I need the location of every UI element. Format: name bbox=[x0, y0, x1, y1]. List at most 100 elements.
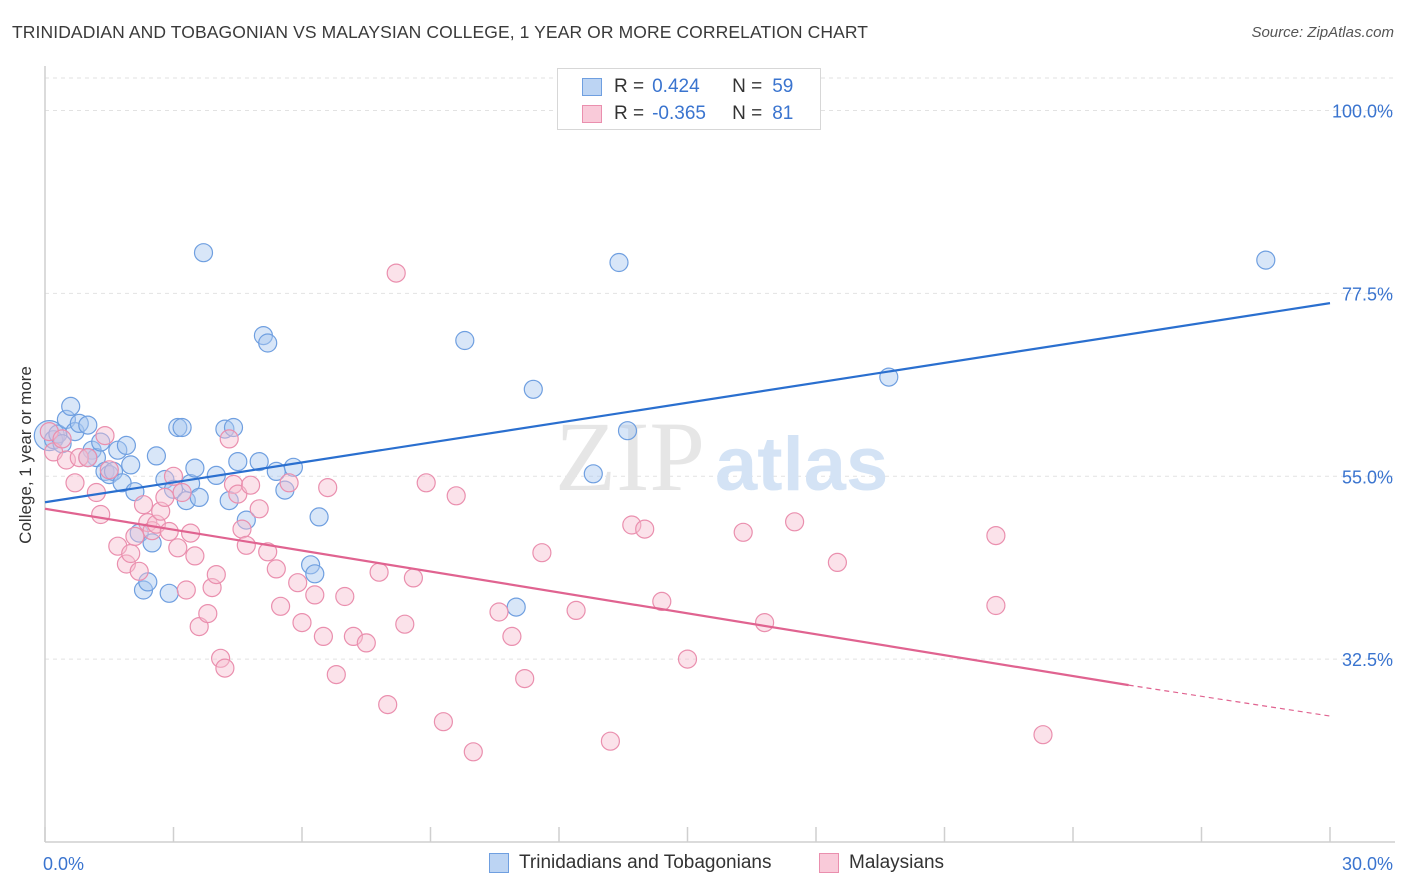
data-point bbox=[827, 552, 848, 573]
data-point bbox=[236, 535, 256, 555]
data-point bbox=[266, 559, 286, 579]
data-point bbox=[652, 591, 672, 612]
legend-n-label: N = bbox=[732, 103, 763, 124]
data-point bbox=[258, 542, 278, 562]
data-point bbox=[566, 600, 586, 621]
data-point bbox=[198, 603, 218, 624]
data-point bbox=[386, 263, 406, 283]
data-point bbox=[78, 415, 98, 435]
data-point bbox=[301, 555, 321, 575]
data-point bbox=[172, 417, 192, 438]
data-point bbox=[155, 487, 175, 507]
data-point bbox=[78, 448, 98, 468]
legend-row-trinidadians: R = 0.424 N = 59 bbox=[582, 74, 793, 100]
data-point bbox=[318, 478, 338, 498]
legend-swatch-pink bbox=[582, 105, 602, 123]
data-point bbox=[733, 522, 753, 542]
data-point bbox=[403, 568, 423, 588]
legend-r-value: -0.365 bbox=[652, 103, 706, 124]
trend-line-trinidadians bbox=[44, 302, 1331, 504]
legend-n-label: N = bbox=[732, 76, 763, 97]
data-point bbox=[455, 330, 475, 351]
data-point bbox=[271, 596, 291, 616]
legend-row-malaysians: R = -0.365 N = 81 bbox=[582, 101, 793, 127]
data-point bbox=[506, 597, 526, 617]
data-point bbox=[159, 583, 179, 603]
legend-item-malaysians[interactable]: Malaysians bbox=[819, 852, 944, 874]
data-point bbox=[600, 731, 621, 751]
data-point bbox=[416, 473, 436, 493]
data-point bbox=[168, 417, 188, 438]
watermark-atlas: atlas bbox=[715, 422, 888, 507]
source-credit: Source: ZipAtlas.com bbox=[1251, 24, 1394, 41]
data-point bbox=[609, 252, 629, 273]
data-point bbox=[1256, 250, 1276, 270]
data-point bbox=[309, 507, 329, 527]
data-point bbox=[176, 580, 196, 600]
data-point bbox=[219, 429, 239, 449]
trend-lines bbox=[44, 302, 1331, 717]
series-legend: Trinidadians and Tobagonians Malaysians bbox=[0, 852, 1406, 878]
data-point bbox=[125, 526, 145, 547]
data-point bbox=[228, 452, 248, 472]
data-point bbox=[292, 612, 312, 633]
data-point bbox=[129, 561, 149, 581]
data-point bbox=[61, 396, 81, 416]
trend-line-malaysians bbox=[44, 507, 1129, 687]
tick-labels: 32.5% 55.0% 77.5% 100.0% 0.0% 30.0% bbox=[43, 102, 1393, 874]
watermark-zip: ZIP bbox=[555, 401, 705, 512]
x-tick-label: 0.0% bbox=[43, 854, 84, 874]
data-point bbox=[91, 504, 111, 525]
legend-r-value: 0.424 bbox=[652, 76, 700, 97]
data-point bbox=[223, 417, 244, 438]
data-point bbox=[532, 543, 552, 563]
series-malaysians-points bbox=[39, 263, 1053, 762]
data-point bbox=[617, 421, 638, 441]
legend-swatch-blue bbox=[489, 853, 509, 873]
data-point bbox=[446, 486, 466, 506]
legend-item-trinidadians[interactable]: Trinidadians and Tobagonians bbox=[489, 852, 771, 874]
data-point bbox=[489, 602, 509, 622]
data-point bbox=[206, 564, 226, 585]
data-point bbox=[232, 519, 252, 539]
data-point bbox=[305, 585, 325, 605]
data-point bbox=[52, 429, 72, 449]
data-point bbox=[523, 379, 543, 399]
legend-r-label: R = bbox=[614, 76, 645, 97]
y-tick-label: 100.0% bbox=[1332, 102, 1393, 122]
legend-swatch-blue bbox=[582, 78, 602, 96]
data-point bbox=[249, 499, 269, 519]
data-point bbox=[241, 475, 261, 495]
legend-label-malaysians: Malaysians bbox=[849, 852, 945, 873]
data-point bbox=[502, 626, 522, 647]
data-point bbox=[99, 460, 119, 480]
data-point bbox=[463, 742, 483, 762]
data-point bbox=[185, 546, 205, 566]
data-point bbox=[258, 333, 278, 353]
data-point bbox=[677, 649, 698, 669]
data-point bbox=[986, 525, 1006, 546]
data-point bbox=[189, 487, 209, 507]
data-point bbox=[784, 512, 805, 532]
y-tick-label: 32.5% bbox=[1342, 650, 1393, 670]
x-tick-label: 30.0% bbox=[1342, 854, 1393, 874]
legend-label-trinidadians: Trinidadians and Tobagonians bbox=[519, 852, 772, 873]
data-point bbox=[635, 519, 655, 539]
data-point bbox=[215, 658, 235, 678]
chart-title: TRINIDADIAN AND TOBAGONIAN VS MALAYSIAN … bbox=[12, 22, 869, 42]
legend-n-value: 59 bbox=[772, 76, 794, 97]
legend-swatch-pink bbox=[819, 853, 839, 873]
data-point bbox=[185, 458, 205, 478]
data-point bbox=[159, 521, 179, 542]
data-point bbox=[193, 243, 214, 263]
data-point bbox=[335, 586, 355, 607]
data-point bbox=[65, 473, 85, 493]
data-point bbox=[146, 446, 166, 466]
data-point bbox=[369, 562, 389, 582]
data-point bbox=[986, 595, 1006, 616]
data-point bbox=[223, 474, 244, 494]
data-point bbox=[121, 543, 141, 564]
data-point bbox=[133, 495, 154, 515]
y-axis-label: College, 1 year or more bbox=[16, 366, 35, 544]
